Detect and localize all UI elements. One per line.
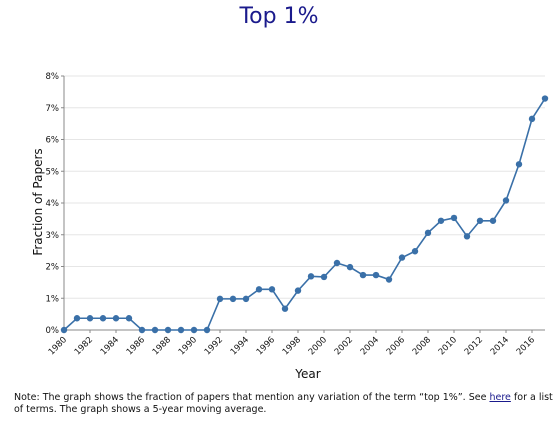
x-tick-label: 1982 [73,335,95,357]
x-tick-label: 1996 [255,335,277,357]
data-point [242,295,250,303]
data-point [476,217,484,224]
y-tick-label: 1% [46,294,60,304]
data-point [463,233,471,240]
data-point [528,115,536,123]
data-point [372,271,380,279]
data-point [151,326,159,334]
data-point [86,315,94,322]
data-point [190,326,198,334]
data-point [281,305,289,312]
data-point [437,217,445,224]
data-point [99,315,107,322]
data-point [268,286,276,293]
x-tick-label: 2010 [437,335,459,357]
data-point [489,217,497,224]
data-point [255,286,263,293]
data-point [60,326,68,334]
data-point [164,326,172,334]
data-point [541,95,549,102]
x-tick-label: 1988 [151,335,173,357]
series-line [63,98,546,331]
x-tick-label: 1992 [203,335,225,357]
data-point [411,248,419,255]
x-tick-label: 2014 [489,335,511,357]
y-tick-label: 8% [46,72,60,82]
data-point [398,254,406,261]
x-tick-label: 1986 [125,335,147,357]
y-tick-label: 5% [46,167,60,177]
x-tick-label: 2000 [307,335,329,357]
data-point [320,273,328,281]
x-tick-label: 1994 [229,335,251,357]
data-point [424,229,432,237]
note-link-here[interactable]: here [489,392,511,403]
data-point [502,197,510,204]
data-point [229,295,237,303]
data-point [385,276,393,283]
data-point [450,214,458,222]
y-tick-label: 6% [46,136,60,146]
axes [61,75,545,333]
x-tick-label: 1980 [47,335,69,357]
x-tick-label: 1990 [177,335,199,357]
x-tick-label: 2002 [333,335,355,357]
tick-labels: 0%1%2%3%4%5%6%7%8%1980 1982 1984 1986 1988 19… [46,72,538,357]
x-tick-label: 2008 [411,335,433,357]
data-point [203,326,211,334]
y-tick-label: 2% [46,263,60,273]
gridlines [64,75,545,331]
chart-title: Top 1% [239,4,319,29]
y-tick-label: 4% [46,199,60,209]
data-point [216,295,224,303]
note-text-end: for a list of terms. The graph shows a 5… [14,392,553,415]
data-point [359,271,367,279]
data-point [177,326,185,334]
data-point [333,259,341,267]
x-axis-label: Year [294,367,320,381]
chart-note: Note: The graph shows the fraction of pa… [14,392,554,416]
x-tick-label: 2012 [463,335,485,357]
data-point [307,273,315,280]
data-point [125,315,133,322]
series [60,95,549,334]
data-point [294,287,302,294]
x-tick-label: 2016 [515,335,537,357]
data-point [346,263,354,271]
x-tick-label: 1984 [99,335,121,357]
data-point [112,315,120,322]
data-point [138,326,146,334]
note-text-start: Note: The graph shows the fraction of pa… [14,392,490,403]
data-point [73,315,81,322]
x-tick-label: 2004 [359,335,381,357]
y-axis-label: Fraction of Papers [31,148,45,255]
y-tick-label: 0% [46,326,60,336]
y-tick-label: 3% [46,231,60,241]
x-tick-label: 2006 [385,335,407,357]
data-point [515,161,523,168]
line-chart: 0%1%2%3%4%5%6%7%8%1980 1982 1984 1986 1988 19… [31,72,549,381]
x-tick-label: 1998 [281,335,303,357]
y-tick-label: 7% [46,104,60,114]
